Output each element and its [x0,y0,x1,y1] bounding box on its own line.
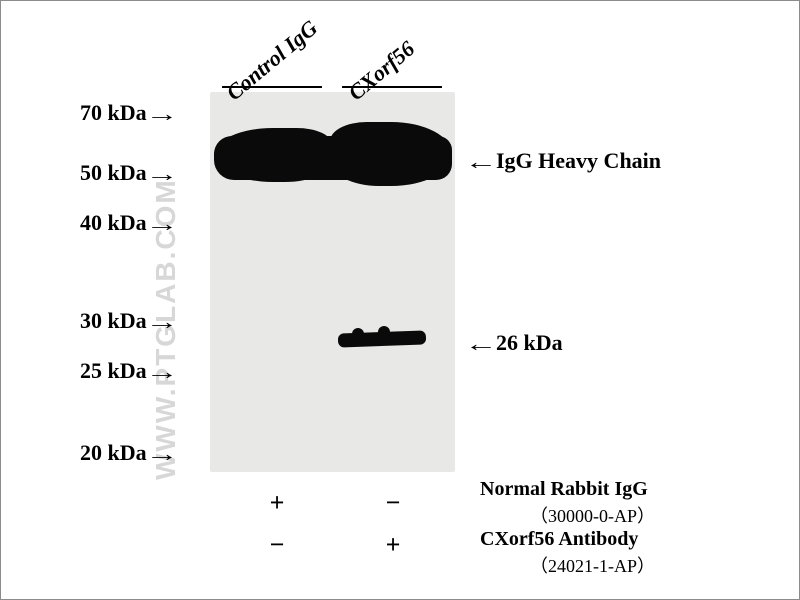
arrow-left-icon: ← [465,149,498,175]
ladder-25kda: 25 kDa→ [80,358,173,384]
lane-header-underline-1 [222,86,322,88]
annotation-igg-text: IgG Heavy Chain [496,148,661,173]
arrow-left-icon: ← [465,331,498,357]
pm-row2-lane2: + [378,530,408,560]
arrow-right-icon: → [145,441,178,467]
arrow-right-icon: → [145,309,178,335]
band-igg-heavy-left [214,128,332,182]
band-cxorf56-dot1 [352,328,364,340]
ladder-40kda: 40 kDa→ [80,210,173,236]
ladder-40kda-text: 40 kDa [80,210,147,235]
ladder-50kda: 50 kDa→ [80,160,173,186]
pm-row1-lane1: + [262,488,292,518]
ab-sublabel-30000-0-ap: （30000-0-AP） [530,502,655,528]
ab-label-cxorf56-antibody: CXorf56 Antibody [480,528,638,551]
ladder-50kda-text: 50 kDa [80,160,147,185]
ladder-70kda-text: 70 kDa [80,100,147,125]
ab-label-normal-rabbit-igg: Normal Rabbit IgG [480,478,648,501]
annotation-26kda-text: 26 kDa [496,330,563,355]
band-cxorf56-dot2 [378,326,390,338]
ladder-20kda: 20 kDa→ [80,440,173,466]
arrow-right-icon: → [145,161,178,187]
ab-sublabel-24021-1-ap: （24021-1-AP） [530,552,655,578]
band-igg-heavy-right [330,122,452,186]
arrow-right-icon: → [145,101,178,127]
annotation-26kda: ←26 kDa [470,330,563,356]
arrow-right-icon: → [145,211,178,237]
pm-row2-lane1: − [262,530,292,560]
ladder-30kda-text: 30 kDa [80,308,147,333]
ladder-30kda: 30 kDa→ [80,308,173,334]
ladder-70kda: 70 kDa→ [80,100,173,126]
lane-header-underline-2 [342,86,442,88]
western-blot-figure: WWW.PTGLAB.COM 70 kDa→ 50 kDa→ 40 kDa→ 3… [0,10,800,590]
ladder-25kda-text: 25 kDa [80,358,147,383]
annotation-igg-heavy-chain: ←IgG Heavy Chain [470,148,661,174]
arrow-right-icon: → [145,359,178,385]
pm-row1-lane2: − [378,488,408,518]
ladder-20kda-text: 20 kDa [80,440,147,465]
